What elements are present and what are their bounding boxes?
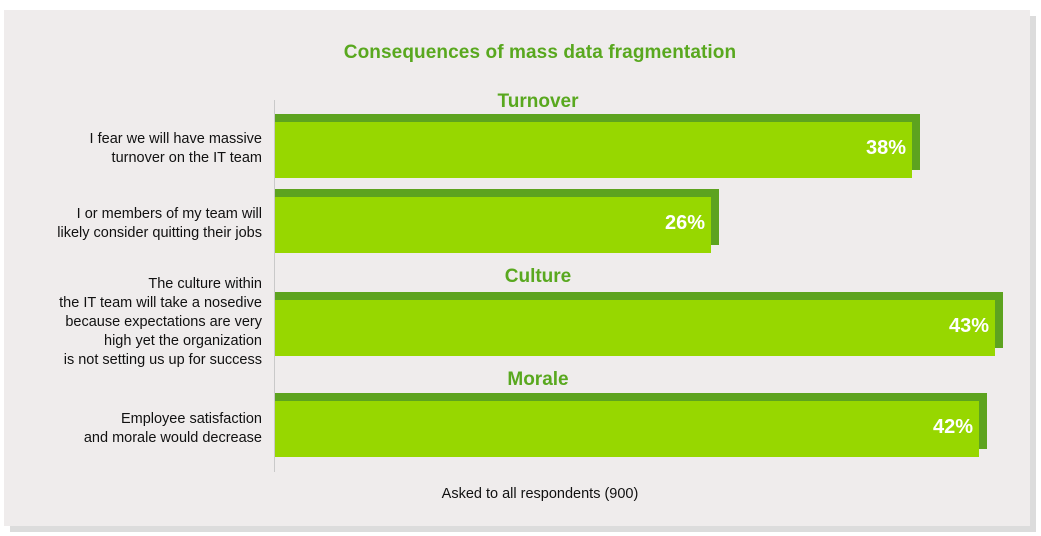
chart-title: Consequences of mass data fragmentation xyxy=(343,42,737,63)
bar xyxy=(275,197,711,253)
bar-value-label: 38% xyxy=(865,137,906,159)
bar-value-label: 26% xyxy=(664,212,705,234)
chart-footnote: Asked to all respondents (900) xyxy=(441,486,639,502)
group-label: Culture xyxy=(504,266,572,287)
bar xyxy=(275,401,979,457)
bar xyxy=(275,300,995,356)
group-label: Morale xyxy=(507,369,569,390)
bar-value-label: 42% xyxy=(932,416,973,438)
group-label: Turnover xyxy=(497,91,579,112)
bar-value-label: 43% xyxy=(948,315,989,337)
category-label: Employee satisfaction and morale would d… xyxy=(83,411,262,446)
category-label: I or members of my team will likely cons… xyxy=(57,206,262,241)
category-label: The culture within the IT team will take… xyxy=(59,276,262,368)
bar xyxy=(275,122,912,178)
category-label: I fear we will have massive turnover on … xyxy=(89,131,262,166)
axis-line xyxy=(274,100,275,472)
